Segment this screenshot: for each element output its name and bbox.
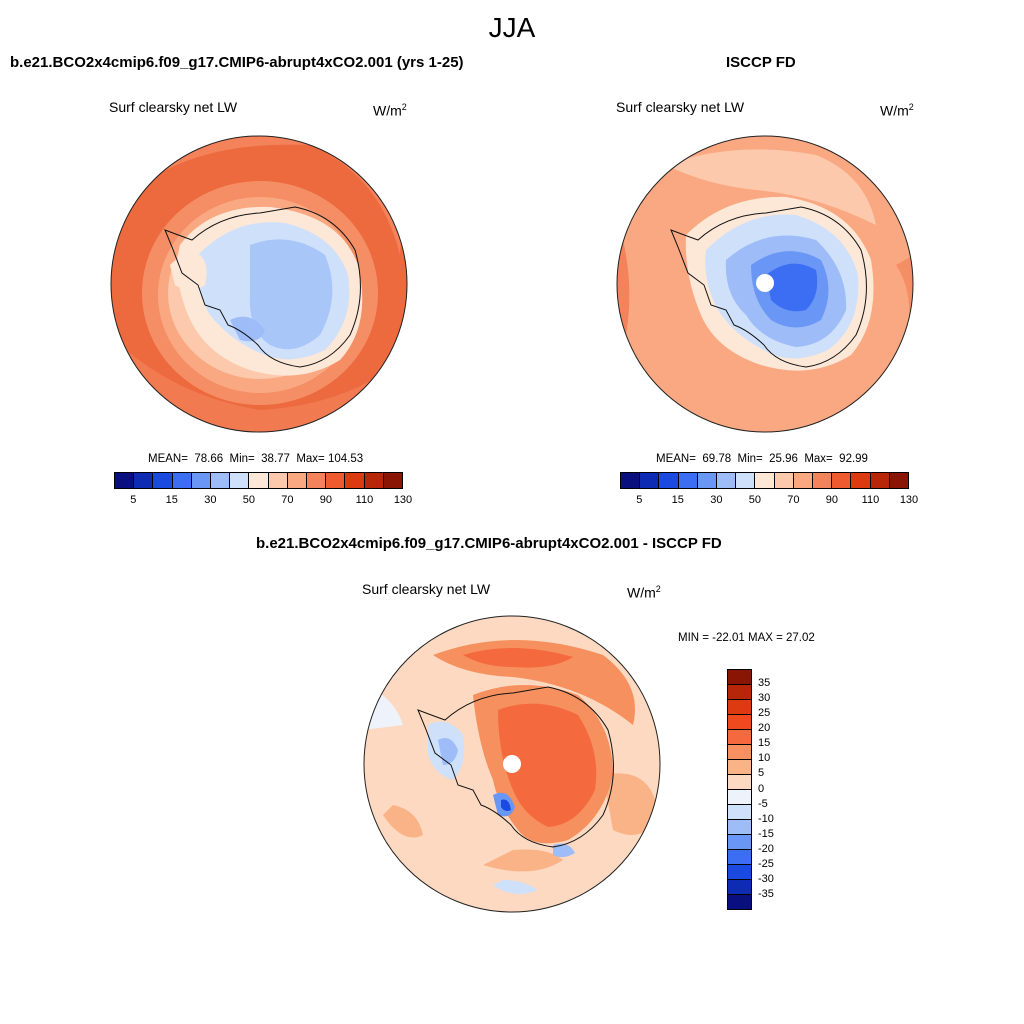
obs-colorbar (620, 472, 909, 489)
colorbar-tick-label: 50 (242, 494, 255, 506)
colorbar-swatch (728, 759, 751, 774)
colorbar-tick-label: -15 (758, 827, 774, 840)
model-variable-label: Surf clearsky net LW (109, 99, 238, 115)
colorbar-swatch (716, 473, 736, 488)
colorbar-swatch (677, 473, 697, 488)
colorbar-swatch (728, 699, 751, 714)
colorbar-swatch (210, 473, 230, 488)
colorbar-tick-label: 30 (710, 494, 723, 506)
obs-panel-title: ISCCP FD (726, 54, 796, 71)
diff-polar-map (363, 615, 661, 913)
colorbar-swatch (658, 473, 678, 488)
colorbar-swatch (639, 473, 659, 488)
colorbar-swatch (728, 804, 751, 819)
colorbar-tick-label: 35 (758, 677, 771, 690)
colorbar-tick-label: 90 (319, 494, 333, 506)
diff-minmax: MIN = -22.01 MAX = 27.02 (678, 632, 815, 644)
diff-units-label: W/m2 (627, 584, 661, 601)
colorbar-tick-label: 25 (758, 707, 771, 720)
model-colorbar-ticks: 5 15 30 50 70 90 110 130 (114, 494, 412, 508)
colorbar-swatch (190, 473, 211, 488)
model-polar-map (110, 135, 408, 433)
colorbar-tick-label: 90 (825, 494, 839, 506)
diff-variable-label: Surf clearsky net LW (362, 581, 491, 597)
colorbar-swatch (363, 473, 383, 488)
diff-colorbar (727, 669, 752, 910)
colorbar-tick-label: -10 (758, 812, 774, 825)
colorbar-swatch (735, 473, 755, 488)
colorbar-swatch (382, 473, 403, 488)
colorbar-tick-label: 70 (281, 494, 294, 506)
colorbar-swatch (696, 473, 717, 488)
colorbar-swatch (344, 473, 364, 488)
colorbar-tick-label: -20 (758, 842, 774, 855)
colorbar-swatch (325, 473, 345, 488)
colorbar-tick-label: -35 (758, 887, 774, 900)
obs-variable-label: Surf clearsky net LW (616, 99, 745, 115)
colorbar-tick-label: 20 (758, 722, 771, 735)
colorbar-tick-label: 5 (130, 494, 137, 506)
diff-colorbar-ticks: 35 30 25 20 15 10 5 0 -5 -10 -15 -20 -25 -30 -35 (758, 669, 798, 910)
colorbar-tick-label: 130 (899, 494, 919, 506)
colorbar-swatch (133, 473, 153, 488)
colorbar-swatch (728, 714, 751, 729)
colorbar-swatch (152, 473, 172, 488)
obs-colorbar-ticks: 5 15 30 50 70 90 110 130 (620, 494, 918, 508)
colorbar-tick-label: 15 (671, 494, 684, 506)
colorbar-swatch (728, 789, 751, 804)
colorbar-swatch (850, 473, 870, 488)
colorbar-swatch (728, 879, 751, 894)
colorbar-swatch (267, 473, 287, 488)
colorbar-swatch (248, 473, 268, 488)
colorbar-tick-label: 15 (758, 737, 771, 750)
colorbar-swatch (888, 473, 909, 488)
colorbar-swatch (728, 774, 751, 789)
colorbar-swatch (831, 473, 851, 488)
colorbar-tick-label: 30 (204, 494, 217, 506)
colorbar-swatch (728, 849, 751, 864)
colorbar-tick-label: 110 (355, 494, 374, 506)
colorbar-tick-label: 15 (165, 494, 178, 506)
colorbar-tick-label: 5 (636, 494, 643, 506)
colorbar-swatch (869, 473, 889, 488)
obs-polar-map (616, 135, 914, 433)
colorbar-tick-label: 130 (393, 494, 413, 506)
colorbar-swatch (728, 684, 751, 699)
colorbar-swatch (621, 473, 640, 488)
model-colorbar (114, 472, 403, 489)
colorbar-tick-label: 10 (758, 752, 771, 765)
colorbar-swatch (728, 894, 751, 909)
model-panel-title: b.e21.BCO2x4cmip6.f09_g17.CMIP6-abrupt4x… (10, 54, 464, 71)
obs-stats: MEAN= 69.78 Min= 25.96 Max= 92.99 (656, 453, 868, 465)
colorbar-swatch (792, 473, 813, 488)
colorbar-tick-label: 50 (748, 494, 761, 506)
colorbar-tick-label: 5 (758, 767, 765, 780)
colorbar-swatch (286, 473, 307, 488)
colorbar-swatch (773, 473, 793, 488)
colorbar-swatch (728, 864, 751, 879)
colorbar-tick-label: 30 (758, 692, 771, 705)
colorbar-swatch (728, 819, 751, 834)
colorbar-tick-label: -25 (758, 857, 774, 870)
colorbar-tick-label: 110 (861, 494, 880, 506)
colorbar-swatch (728, 670, 751, 684)
model-units-label: W/m2 (373, 102, 407, 119)
colorbar-tick-label: 0 (758, 782, 765, 795)
diff-panel-title: b.e21.BCO2x4cmip6.f09_g17.CMIP6-abrupt4x… (256, 535, 722, 552)
colorbar-swatch (171, 473, 191, 488)
model-stats: MEAN= 78.66 Min= 38.77 Max= 104.53 (148, 453, 364, 465)
colorbar-swatch (728, 744, 751, 759)
colorbar-tick-label: -30 (758, 872, 774, 885)
colorbar-tick-label: -5 (758, 797, 768, 810)
colorbar-swatch (728, 834, 751, 849)
colorbar-tick-label: 70 (787, 494, 800, 506)
figure-title: JJA (488, 12, 536, 43)
colorbar-swatch (754, 473, 774, 488)
colorbar-swatch (812, 473, 832, 488)
colorbar-swatch (229, 473, 249, 488)
colorbar-swatch (115, 473, 134, 488)
colorbar-swatch (728, 729, 751, 744)
obs-units-label: W/m2 (880, 102, 914, 119)
colorbar-swatch (306, 473, 326, 488)
